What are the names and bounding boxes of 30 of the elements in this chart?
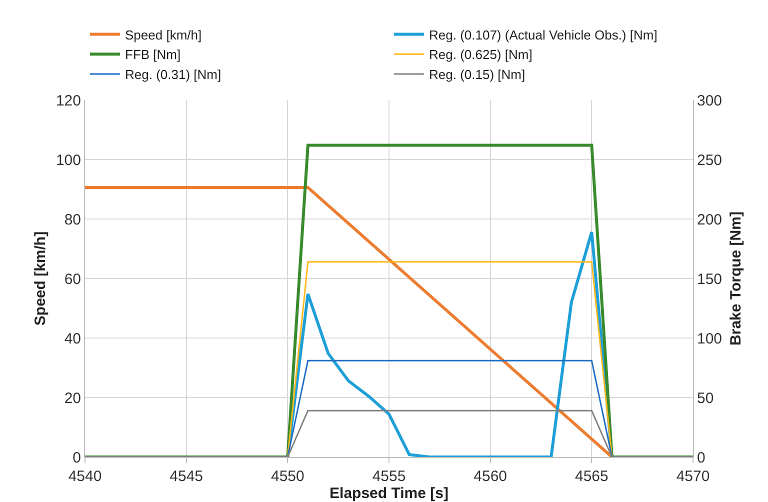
x-tick-label: 4545 <box>170 468 204 485</box>
y-tick-label: 120 <box>56 92 81 110</box>
x-tick-label: 4560 <box>474 468 508 485</box>
y2-tick-label: 0 <box>697 449 706 466</box>
legend-label: Speed [km/h] <box>125 27 202 42</box>
x-axis-title: Elapsed Time [s] <box>330 485 448 502</box>
x-tick-label: 4550 <box>270 468 304 485</box>
legend-label: FFB [Nm] <box>125 47 181 62</box>
y2-tick-label: 150 <box>697 270 722 288</box>
x-tick-label: 4565 <box>574 468 608 485</box>
x-tick-label: 4555 <box>372 468 406 485</box>
y-tick-label: 80 <box>64 211 81 228</box>
legend-label: Reg. (0.625) [Nm] <box>429 47 532 62</box>
y2-tick-label: 200 <box>697 211 722 228</box>
x-tick-label: 4540 <box>68 468 102 485</box>
y-axis-title: Speed [km/h] <box>32 231 49 326</box>
legend-label: Reg. (0.31) [Nm] <box>125 67 222 82</box>
legend-label: Reg. (0.107) (Actual Vehicle Obs.) [Nm] <box>429 27 658 42</box>
y2-tick-label: 100 <box>697 330 722 348</box>
y-tick-label: 40 <box>64 330 81 348</box>
y-tick-label: 60 <box>64 270 81 288</box>
x-tick-label: 4570 <box>676 468 710 485</box>
y-tick-label: 100 <box>56 152 81 169</box>
y-tick-label: 20 <box>64 390 81 407</box>
y2-tick-label: 50 <box>697 390 714 407</box>
legend-label: Reg. (0.15) [Nm] <box>429 67 526 82</box>
y2-tick-label: 300 <box>697 92 722 110</box>
y-tick-label: 0 <box>72 449 81 466</box>
y2-tick-label: 250 <box>697 152 722 169</box>
y2-axis-title: Brake Torque [Nm] <box>728 212 744 346</box>
